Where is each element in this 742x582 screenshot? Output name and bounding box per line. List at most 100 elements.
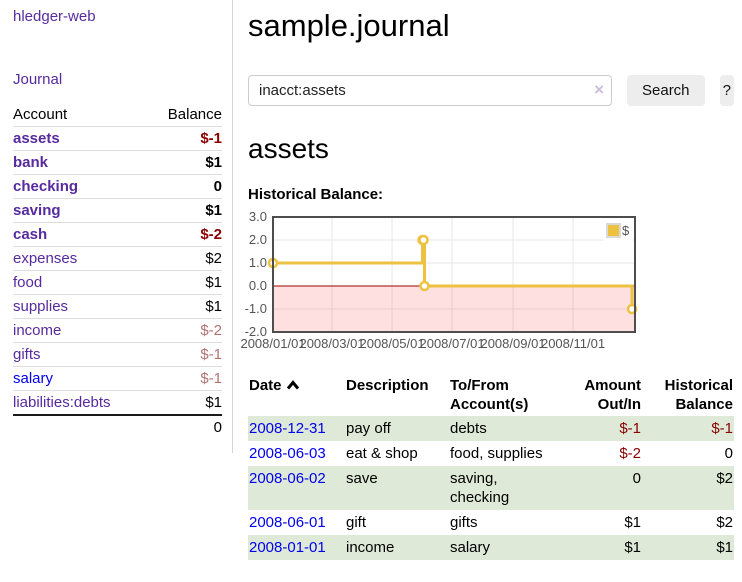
sidebar-account-expenses[interactable]: expenses bbox=[13, 250, 78, 267]
transaction-balance: $1 bbox=[716, 538, 733, 556]
accounts-column-header: To/From Account(s) bbox=[450, 376, 529, 413]
app-layout: hledger-web Journal Account Balance asse… bbox=[0, 0, 742, 560]
historical-balance-chart: $3.0 2.0 1.0 0.0 -1.0 -2.0 2008/01/01 2008/03/0… bbox=[240, 209, 734, 359]
transaction-amount: 0 bbox=[632, 469, 641, 487]
sidebar-account-cash[interactable]: cash bbox=[13, 226, 48, 243]
sidebar-account-gifts[interactable]: gifts bbox=[13, 346, 41, 363]
search-button[interactable]: Search bbox=[627, 74, 705, 106]
account-row: salary $-1 bbox=[13, 366, 222, 391]
account-heading: assets bbox=[248, 132, 329, 164]
transaction-amount: $1 bbox=[624, 538, 641, 556]
sidebar-account-liabilities-debts[interactable]: liabilities:debts bbox=[13, 394, 111, 411]
search-input[interactable] bbox=[248, 74, 612, 106]
transaction-accounts: saving, checking bbox=[450, 469, 510, 506]
sidebar-account-saving[interactable]: saving bbox=[13, 202, 61, 219]
account-balance: $1 bbox=[205, 394, 222, 411]
page-title: sample.journal bbox=[248, 8, 450, 43]
register-row: 2008-12-31 pay off debts $-1 $-1 bbox=[248, 415, 734, 441]
sort-ascending-icon bbox=[286, 376, 300, 395]
sidebar-account-salary[interactable]: salary bbox=[13, 370, 54, 387]
transaction-description: pay off bbox=[346, 419, 391, 437]
main-content: sample.journal × Search ? assets Histori… bbox=[233, 0, 742, 560]
sidebar-account-income[interactable]: income bbox=[13, 322, 62, 339]
account-row: income $-2 bbox=[13, 318, 222, 343]
svg-text:3.0: 3.0 bbox=[249, 209, 267, 224]
svg-text:0.0: 0.0 bbox=[249, 278, 267, 293]
svg-text:1.0: 1.0 bbox=[249, 255, 267, 270]
sidebar-account-bank[interactable]: bank bbox=[13, 154, 49, 171]
transaction-balance: $-1 bbox=[711, 419, 733, 437]
accounts-total-balance: 0 bbox=[213, 419, 222, 436]
date-column-header[interactable]: Date bbox=[248, 374, 345, 416]
search-bar: × Search ? bbox=[248, 74, 734, 106]
balance-column-header: Historical Balance bbox=[664, 376, 733, 413]
register-table: Date Description To/From Account(s) Amou… bbox=[248, 374, 734, 560]
transaction-amount: $1 bbox=[624, 513, 641, 531]
svg-text:2008/07/01: 2008/07/01 bbox=[419, 336, 484, 351]
account-column-header: Account bbox=[13, 106, 68, 123]
sidebar: hledger-web Journal Account Balance asse… bbox=[0, 0, 233, 453]
account-row: cash $-2 bbox=[13, 222, 222, 247]
account-row: expenses $2 bbox=[13, 246, 222, 271]
account-row: gifts $-1 bbox=[13, 342, 222, 367]
svg-text:2.0: 2.0 bbox=[249, 232, 267, 247]
svg-text:-1.0: -1.0 bbox=[245, 301, 267, 316]
register-row: 2008-06-02 save saving, checking 0 $2 bbox=[248, 465, 734, 510]
transaction-balance: $2 bbox=[716, 513, 733, 531]
account-row: supplies $1 bbox=[13, 294, 222, 319]
sidebar-account-food[interactable]: food bbox=[13, 274, 43, 291]
transaction-date-link[interactable]: 2008-06-02 bbox=[249, 469, 326, 487]
account-balance: $-1 bbox=[200, 346, 222, 363]
svg-text:$: $ bbox=[622, 223, 630, 238]
transaction-description: eat & shop bbox=[346, 444, 418, 462]
svg-text:2008/09/01: 2008/09/01 bbox=[480, 336, 545, 351]
transaction-date-link[interactable]: 2008-06-03 bbox=[249, 444, 326, 462]
accounts-table-header: Account Balance bbox=[13, 103, 222, 127]
svg-text:2008/11/01: 2008/11/01 bbox=[541, 336, 605, 351]
legend-swatch bbox=[606, 222, 621, 238]
svg-text:2008/03/01: 2008/03/01 bbox=[299, 336, 364, 351]
sidebar-item-journal[interactable]: Journal bbox=[13, 71, 63, 88]
transaction-amount: $-2 bbox=[619, 444, 641, 462]
register-header-row: Date Description To/From Account(s) Amou… bbox=[248, 374, 734, 416]
account-row: bank $1 bbox=[13, 150, 222, 175]
register-row: 2008-01-01 income salary $1 $1 bbox=[248, 534, 734, 560]
transaction-balance: 0 bbox=[724, 444, 733, 462]
sidebar-account-supplies[interactable]: supplies bbox=[13, 298, 69, 315]
transaction-description: save bbox=[346, 469, 378, 487]
sidebar-account-checking[interactable]: checking bbox=[13, 178, 79, 195]
account-balance: 0 bbox=[213, 178, 222, 195]
accounts-table: Account Balance assets $-1 bank $1 check… bbox=[13, 103, 222, 439]
transaction-date-link[interactable]: 2008-01-01 bbox=[249, 538, 326, 556]
help-button[interactable]: ? bbox=[719, 74, 734, 106]
description-column-header: Description bbox=[346, 376, 429, 394]
amount-column-header: Amount Out/In bbox=[584, 376, 641, 413]
account-balance: $1 bbox=[205, 298, 222, 315]
transaction-date-link[interactable]: 2008-06-01 bbox=[249, 513, 326, 531]
accounts-total-row: 0 bbox=[13, 415, 222, 439]
clear-search-icon[interactable]: × bbox=[594, 79, 604, 99]
transaction-accounts: food, supplies bbox=[450, 444, 543, 462]
account-row: food $1 bbox=[13, 270, 222, 295]
register-row: 2008-06-03 eat & shop food, supplies $-2… bbox=[248, 441, 734, 466]
account-row: checking 0 bbox=[13, 174, 222, 199]
chart-title: Historical Balance: bbox=[248, 185, 384, 203]
transaction-accounts: salary bbox=[450, 538, 491, 556]
transaction-balance: $2 bbox=[716, 469, 733, 487]
account-balance: $1 bbox=[205, 202, 222, 219]
account-balance: $-1 bbox=[200, 130, 222, 147]
sidebar-account-assets[interactable]: assets bbox=[13, 130, 60, 147]
balance-column-header: Balance bbox=[167, 106, 222, 123]
account-balance: $1 bbox=[205, 154, 222, 171]
account-balance: $-2 bbox=[200, 322, 222, 339]
transaction-amount: $-1 bbox=[619, 419, 641, 437]
account-balance: $2 bbox=[205, 250, 222, 267]
transaction-description: income bbox=[346, 538, 395, 556]
transaction-accounts: gifts bbox=[450, 513, 478, 531]
account-row: assets $-1 bbox=[13, 126, 222, 151]
svg-text:2008/05/01: 2008/05/01 bbox=[359, 336, 424, 351]
brand-link[interactable]: hledger-web bbox=[13, 8, 96, 25]
transaction-date-link[interactable]: 2008-12-31 bbox=[249, 419, 326, 437]
register-row: 2008-06-01 gift gifts $1 $2 bbox=[248, 510, 734, 535]
account-balance: $-1 bbox=[200, 370, 222, 387]
